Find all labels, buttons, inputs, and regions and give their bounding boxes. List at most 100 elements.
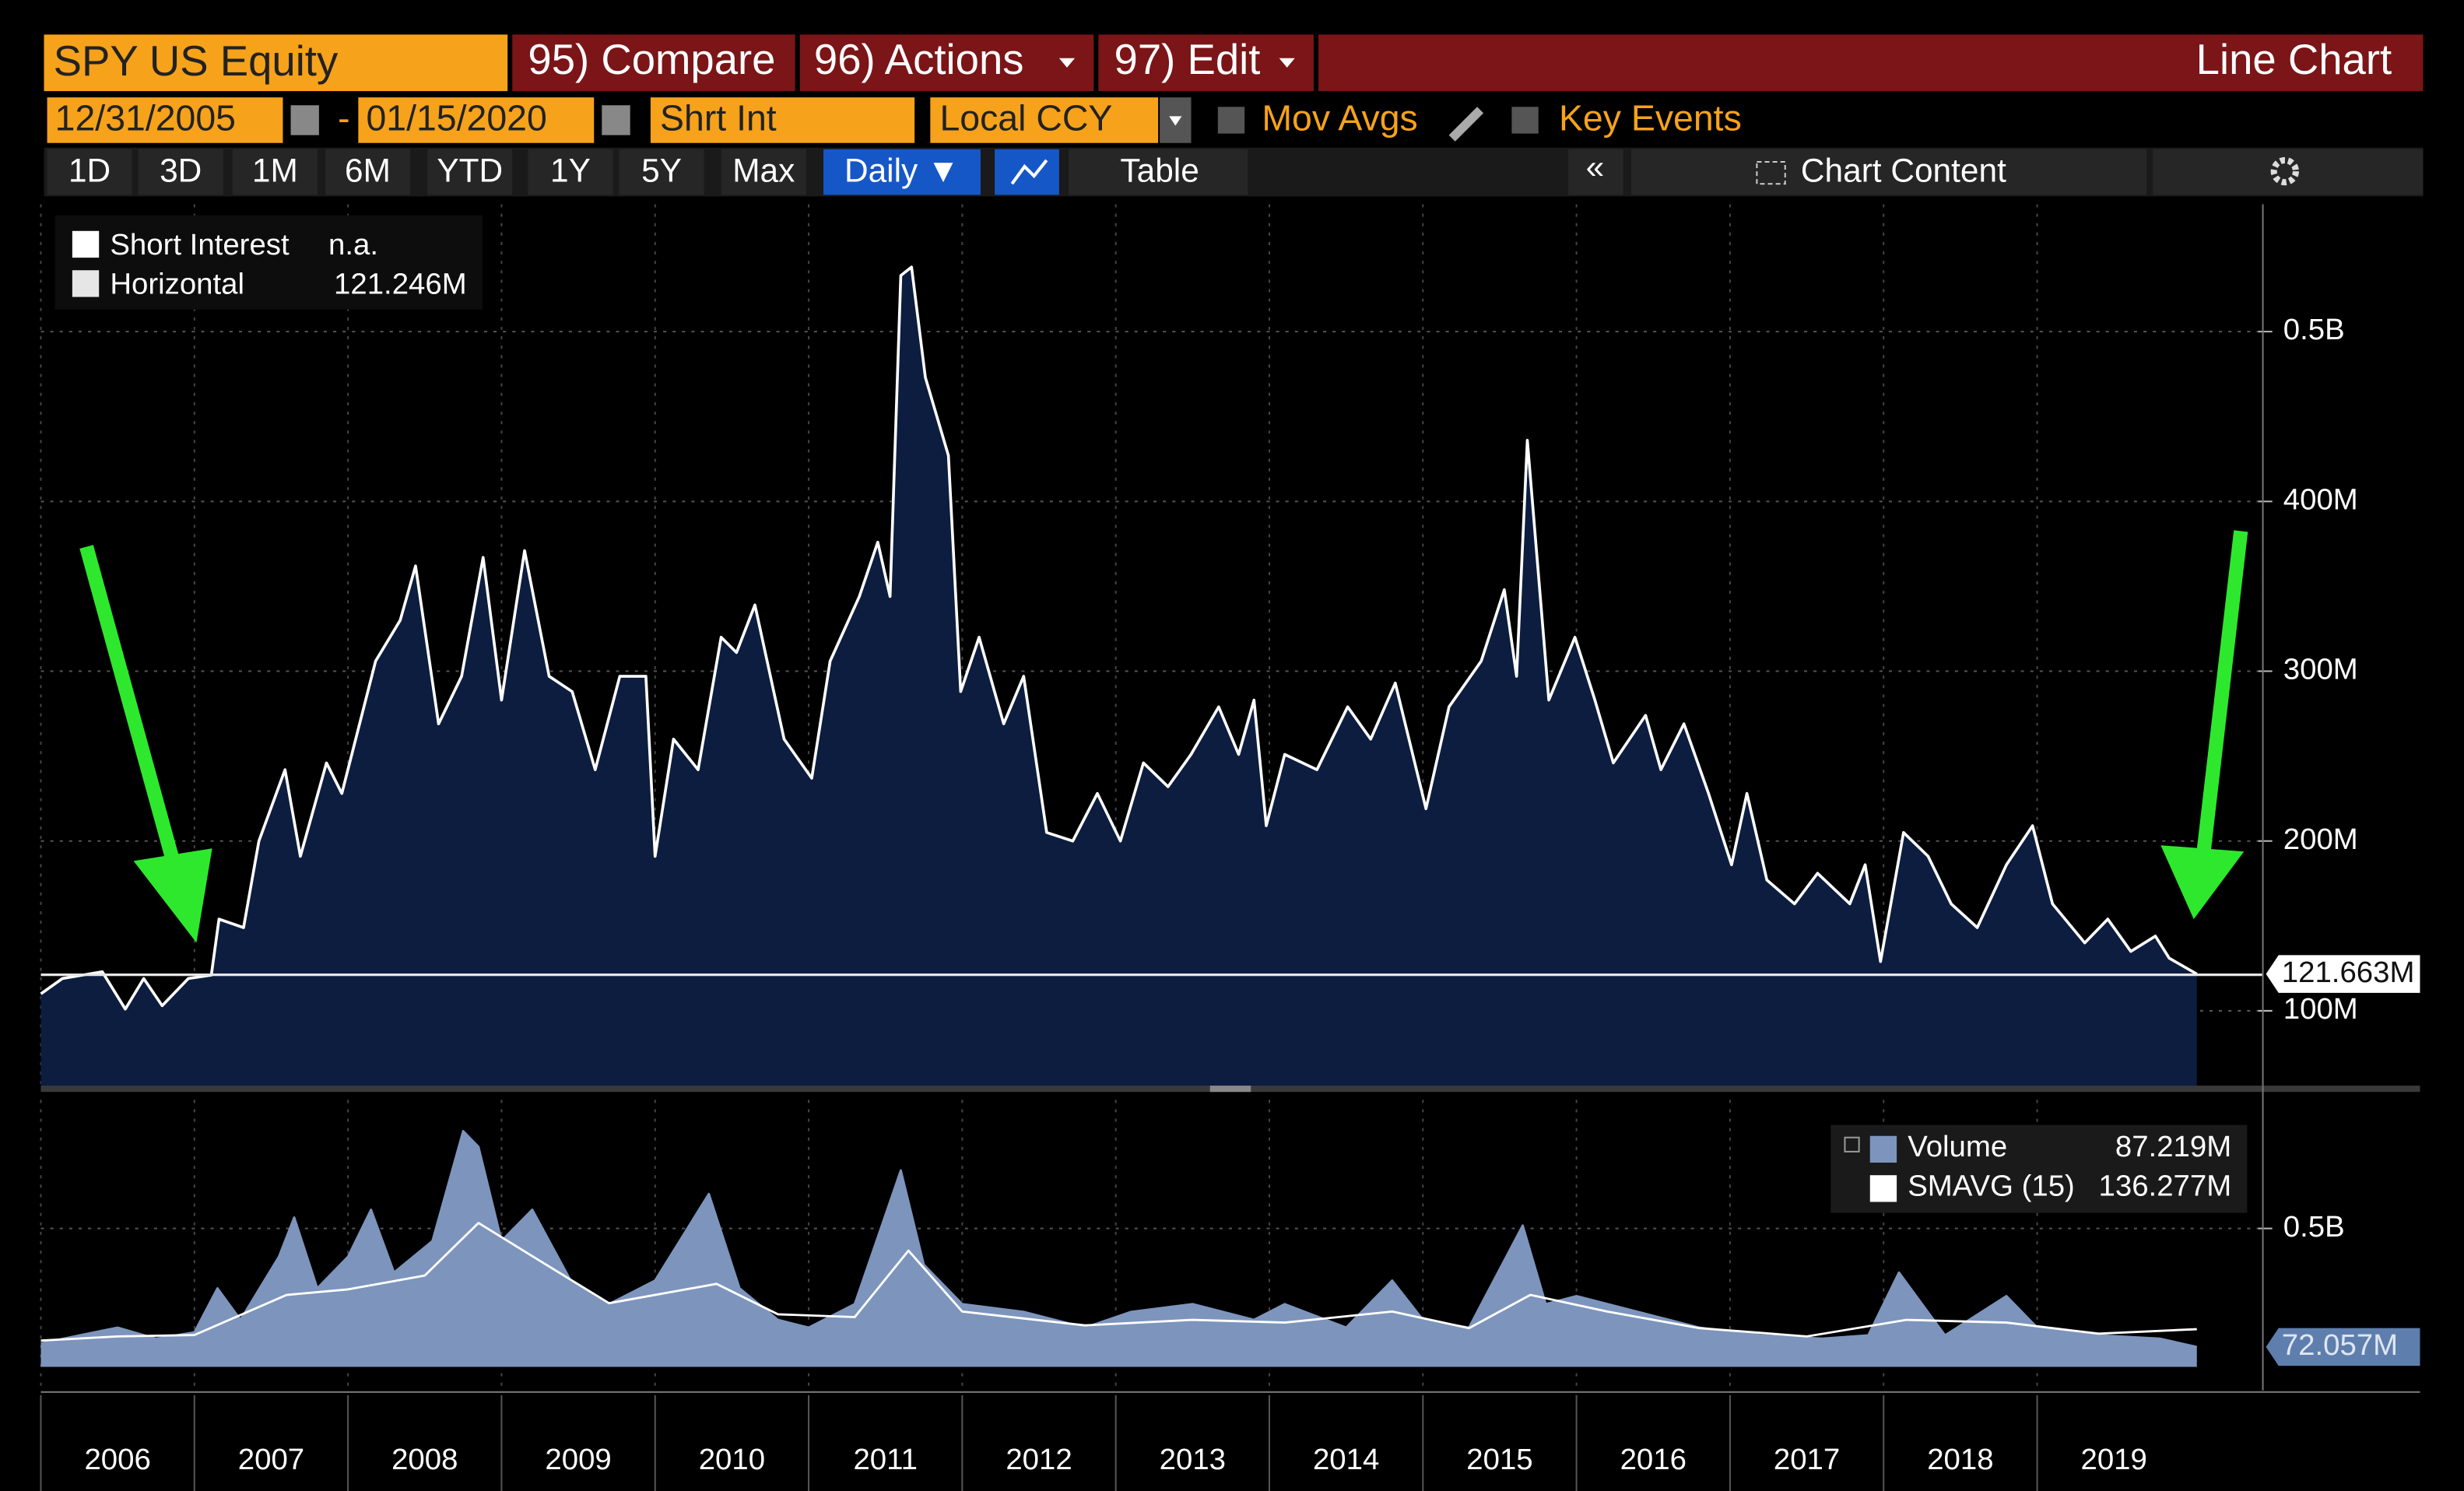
period-button[interactable] xyxy=(325,149,410,195)
legend-name: Horizontal xyxy=(110,268,244,301)
period-label: 5Y xyxy=(641,152,682,188)
legend-name: SMAVG (15) xyxy=(1908,1169,2075,1202)
x-tick-label: 2011 xyxy=(853,1443,918,1476)
calendar-icon[interactable] xyxy=(602,105,630,135)
period-button[interactable] xyxy=(427,149,513,195)
end-date-box[interactable] xyxy=(358,97,595,143)
series-line xyxy=(40,265,2198,1011)
period-button[interactable] xyxy=(138,149,223,195)
chart-type-button[interactable] xyxy=(995,149,1059,195)
table-button[interactable] xyxy=(1069,149,1248,195)
view-name: Line Chart xyxy=(2196,36,2392,83)
pencil-icon[interactable] xyxy=(1448,107,1484,142)
end-date: 01/15/2020 xyxy=(366,98,546,139)
compare-label: 95) Compare xyxy=(528,36,775,83)
y-tick-label: 0.5B xyxy=(2283,1210,2345,1244)
y-tick-label: 100M xyxy=(2283,992,2358,1026)
arrow-shaft xyxy=(2195,530,2248,858)
period-label: 1Y xyxy=(550,152,591,188)
legend-swatch[interactable] xyxy=(72,230,100,258)
x-tick-label: 2007 xyxy=(238,1443,304,1476)
actions-menu[interactable] xyxy=(799,34,1094,92)
start-date: 12/31/2005 xyxy=(55,98,236,139)
dropdown-arrow xyxy=(1169,116,1182,126)
series-area xyxy=(40,1131,2197,1367)
period-button[interactable] xyxy=(619,149,704,195)
ticker-box[interactable] xyxy=(44,34,508,92)
period-label: 1M xyxy=(252,152,298,188)
compare-menu[interactable] xyxy=(512,34,795,92)
option-key-events: Key Events xyxy=(1559,98,1742,139)
currency: Local CCY xyxy=(939,98,1112,139)
last-value-label: 121.663M xyxy=(2282,956,2415,989)
chart-content-button[interactable] xyxy=(1630,149,2147,195)
collapse: « xyxy=(1586,149,1605,185)
last-value-flag xyxy=(2266,955,2420,993)
last-value-flag xyxy=(2266,1328,2420,1366)
period-label: YTD xyxy=(437,152,503,188)
actions-label: 96) Actions xyxy=(814,36,1024,83)
x-tick-label: 2006 xyxy=(84,1443,150,1476)
series-line xyxy=(40,1222,2197,1342)
date-separator: - xyxy=(338,98,349,139)
calendar-icon[interactable] xyxy=(290,105,319,135)
collapse-button[interactable] xyxy=(1568,149,1623,195)
legend-value: n.a. xyxy=(328,228,378,261)
divider-handle[interactable] xyxy=(1209,1086,1251,1093)
dropdown-arrow xyxy=(1279,58,1295,68)
series-area xyxy=(40,267,2197,1088)
x-tick-label: 2017 xyxy=(1774,1443,1840,1476)
legend-box xyxy=(1830,1124,2248,1213)
field: Shrt Int xyxy=(660,98,777,139)
x-tick-label: 2015 xyxy=(1466,1443,1532,1476)
legend-toggle[interactable] xyxy=(1844,1136,1860,1152)
legend-swatch[interactable] xyxy=(1869,1135,1897,1163)
currency-box[interactable] xyxy=(930,97,1159,143)
y-tick-label: 300M xyxy=(2283,653,2358,686)
dropdown-arrow xyxy=(1058,58,1076,68)
arrow-head xyxy=(133,848,212,943)
period-button[interactable] xyxy=(721,149,806,195)
x-tick-label: 2013 xyxy=(1160,1443,1226,1476)
x-tick-label: 2009 xyxy=(545,1443,611,1476)
title-bar xyxy=(1318,34,2424,92)
period-label: 1D xyxy=(68,152,111,188)
edit-menu[interactable] xyxy=(1098,34,1314,92)
edit-label: 97) Edit xyxy=(1114,36,1261,83)
x-tick-label: 2012 xyxy=(1006,1443,1072,1476)
legend-name: Short Interest xyxy=(110,228,290,261)
checkbox[interactable] xyxy=(1511,107,1539,134)
start-date-box[interactable] xyxy=(47,97,283,143)
frequency: Daily ▼ xyxy=(844,152,960,188)
legend-swatch[interactable] xyxy=(72,270,100,297)
y-tick-label: 0.5B xyxy=(2283,313,2345,346)
settings-button[interactable] xyxy=(2153,149,2424,195)
chart-icon xyxy=(1010,159,1048,185)
x-tick-label: 2010 xyxy=(699,1443,765,1476)
period-buttons: 1D 3D 1M 6M YTD 1Y 5Y Max xyxy=(47,149,806,195)
legend-value: 121.246M xyxy=(334,268,467,301)
x-tick-label: 2014 xyxy=(1313,1443,1379,1476)
legend-value: 87.219M xyxy=(2115,1130,2231,1163)
legend-name: Volume xyxy=(1908,1130,2007,1163)
series-line xyxy=(40,1130,2198,1349)
y-tick-label: 400M xyxy=(2283,482,2358,516)
chart-content: Chart Content xyxy=(1801,152,2006,188)
period-button[interactable] xyxy=(47,149,132,195)
period-button[interactable] xyxy=(232,149,318,195)
y-tick-label: 200M xyxy=(2283,823,2358,856)
legend-value: 136.277M xyxy=(2099,1169,2232,1202)
checkbox[interactable] xyxy=(1217,107,1245,134)
x-tick-label: 2019 xyxy=(2081,1443,2147,1476)
option-mov-avgs: Mov Avgs xyxy=(1262,98,1417,139)
arrow-shaft xyxy=(79,545,183,874)
legend-box xyxy=(54,215,483,310)
legend-swatch[interactable] xyxy=(1869,1175,1897,1202)
period-button[interactable] xyxy=(528,149,613,195)
field-box[interactable] xyxy=(650,97,915,143)
frequency-button[interactable] xyxy=(823,149,981,195)
content-icon xyxy=(1756,160,1786,185)
